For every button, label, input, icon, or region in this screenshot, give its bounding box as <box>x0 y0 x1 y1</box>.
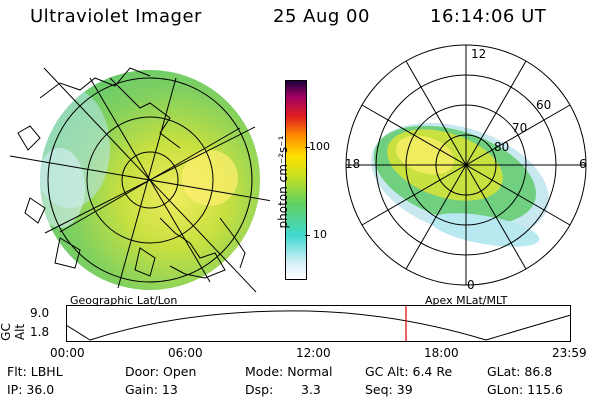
gc-alt-value: GC Alt: 6.4 Re <box>365 364 453 379</box>
time-tick-1200: 12:00 <box>296 346 331 360</box>
mag-emission-oval <box>371 122 549 247</box>
geo-meridians <box>9 67 270 293</box>
mode-value: Mode: Normal <box>245 364 333 379</box>
mlat-label-80: 80 <box>494 140 510 154</box>
dsp-label: Dsp: <box>245 382 274 397</box>
altitude-curve <box>66 310 572 341</box>
mag-mlt-spokes <box>346 45 586 285</box>
glat-value: GLat: 86.8 <box>487 364 553 379</box>
intensity-colorbar <box>285 80 307 280</box>
colorbar-tick-mark <box>305 235 310 236</box>
altitude-tick-1-8: 1.8 <box>30 325 50 339</box>
geo-coastlines <box>17 67 246 279</box>
altitude-tick-9: 9.0 <box>30 306 50 320</box>
dsp-value: 3.3 <box>301 382 321 397</box>
time-tick-0600: 06:00 <box>168 346 203 360</box>
ip-value: IP: 36.0 <box>7 382 55 397</box>
geographic-caption: Geographic Lat/Lon <box>70 294 178 307</box>
altitude-axis-label: GC Alt <box>0 323 27 341</box>
colorbar-tick-mark <box>305 147 310 148</box>
mlt-label-12: 12 <box>471 47 487 61</box>
magnetic-caption: Apex MLat/MLT <box>425 294 508 307</box>
door-value: Door: Open <box>125 364 197 379</box>
glon-value: GLon: 115.6 <box>487 382 563 397</box>
mlt-label-0: 0 <box>467 278 475 292</box>
mlt-label-18: 18 <box>345 157 361 171</box>
geo-emission-disk <box>40 70 260 290</box>
mlat-label-70: 70 <box>512 121 528 135</box>
observation-time: 16:14:06 UT <box>430 6 547 27</box>
altitude-track-plot <box>66 305 572 342</box>
time-tick-1800: 18:00 <box>424 346 459 360</box>
seq-value: Seq: 39 <box>365 382 413 397</box>
colorbar-tick-100: 100 <box>309 140 330 153</box>
observation-date: 25 Aug 00 <box>273 6 370 27</box>
geo-latitude-circles <box>47 77 253 283</box>
mlat-label-60: 60 <box>536 98 552 112</box>
mlt-label-6: 6 <box>579 157 587 171</box>
filter-value: Flt: LBHL <box>7 364 63 379</box>
geographic-auroral-image <box>9 67 270 293</box>
instrument-title: Ultraviolet Imager <box>30 6 202 27</box>
colorbar-unit-label: photon cm⁻²s⁻¹ <box>276 135 290 229</box>
magnetic-polar-plot <box>345 44 587 286</box>
time-tick-0000: 00:00 <box>50 346 85 360</box>
time-tick-2359: 23:59 <box>552 346 587 360</box>
colorbar-tick-10: 10 <box>313 228 327 241</box>
gain-value: Gain: 13 <box>125 382 178 397</box>
